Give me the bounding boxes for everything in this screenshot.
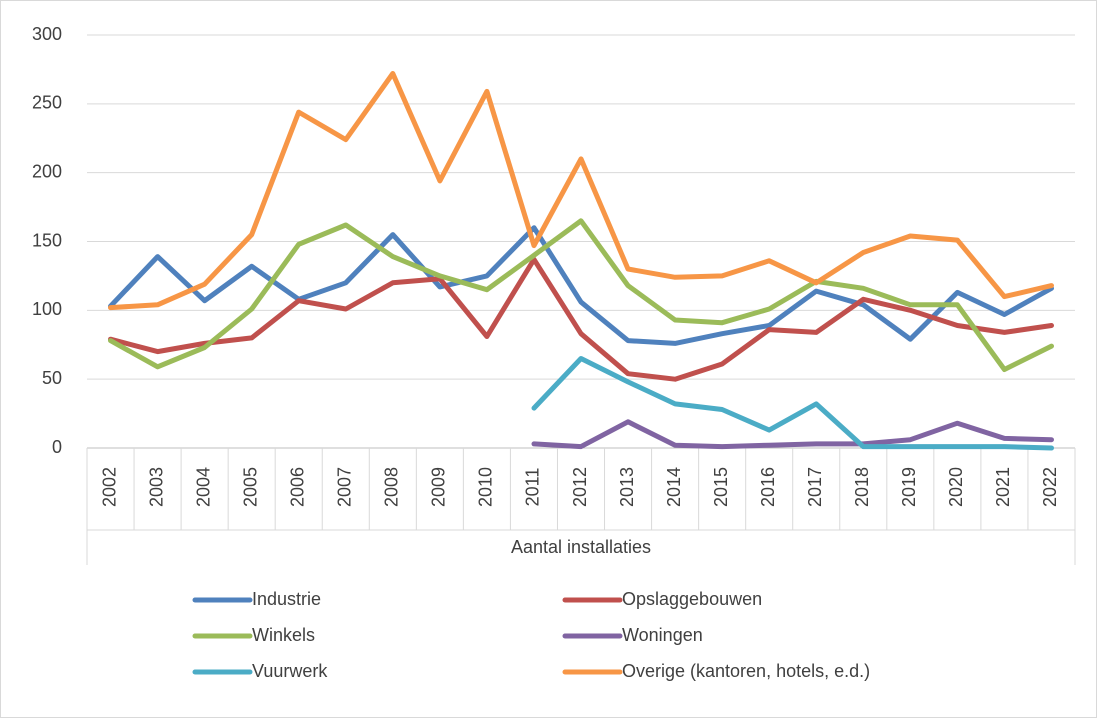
x-tick-label: 2011 [523,468,543,507]
x-tick-label: 2015 [711,467,731,507]
x-tick-label: 2009 [429,467,449,507]
x-tick-label: 2021 [993,467,1013,507]
x-tick-label: 2020 [946,467,966,507]
y-tick-label: 50 [42,368,62,388]
x-tick-label: 2004 [193,467,213,507]
series-line [108,225,1054,346]
legend-label: Woningen [622,625,703,645]
series-line [108,218,1054,372]
x-tick-label: 2014 [664,467,684,507]
x-tick-label: 2005 [240,467,260,507]
x-tick-label: 2008 [382,467,402,507]
x-tick-label: 2007 [335,467,355,507]
y-tick-label: 0 [52,437,62,457]
x-tick-label: 2012 [570,467,590,507]
legend-label: Winkels [252,625,315,645]
legend-label: Vuurwerk [252,661,328,681]
y-tick-label: 250 [32,93,62,113]
x-tick-label: 2013 [617,467,637,507]
x-axis-title: Aantal installaties [511,537,651,557]
x-tick-label: 2016 [758,467,778,507]
series-line [108,256,1054,382]
y-tick-label: 100 [32,299,62,319]
legend-label: Opslaggebouwen [622,589,762,609]
series-line [531,356,1054,451]
y-tick-label: 150 [32,230,62,250]
x-tick-label: 2006 [287,467,307,507]
x-tick-label: 2002 [99,467,119,507]
series-line [108,71,1054,311]
y-tick-label: 200 [32,161,62,181]
x-tick-label: 2003 [146,467,166,507]
legend-label: Overige (kantoren, hotels, e.d.) [622,661,870,681]
series-line [531,419,1054,450]
x-tick-label: 2010 [476,467,496,507]
x-tick-label: 2017 [805,467,825,507]
legend-label: Industrie [252,589,321,609]
x-tick-label: 2018 [852,467,872,507]
y-tick-label: 300 [32,24,62,44]
x-tick-label: 2019 [899,467,919,507]
x-tick-label: 2022 [1040,467,1060,507]
